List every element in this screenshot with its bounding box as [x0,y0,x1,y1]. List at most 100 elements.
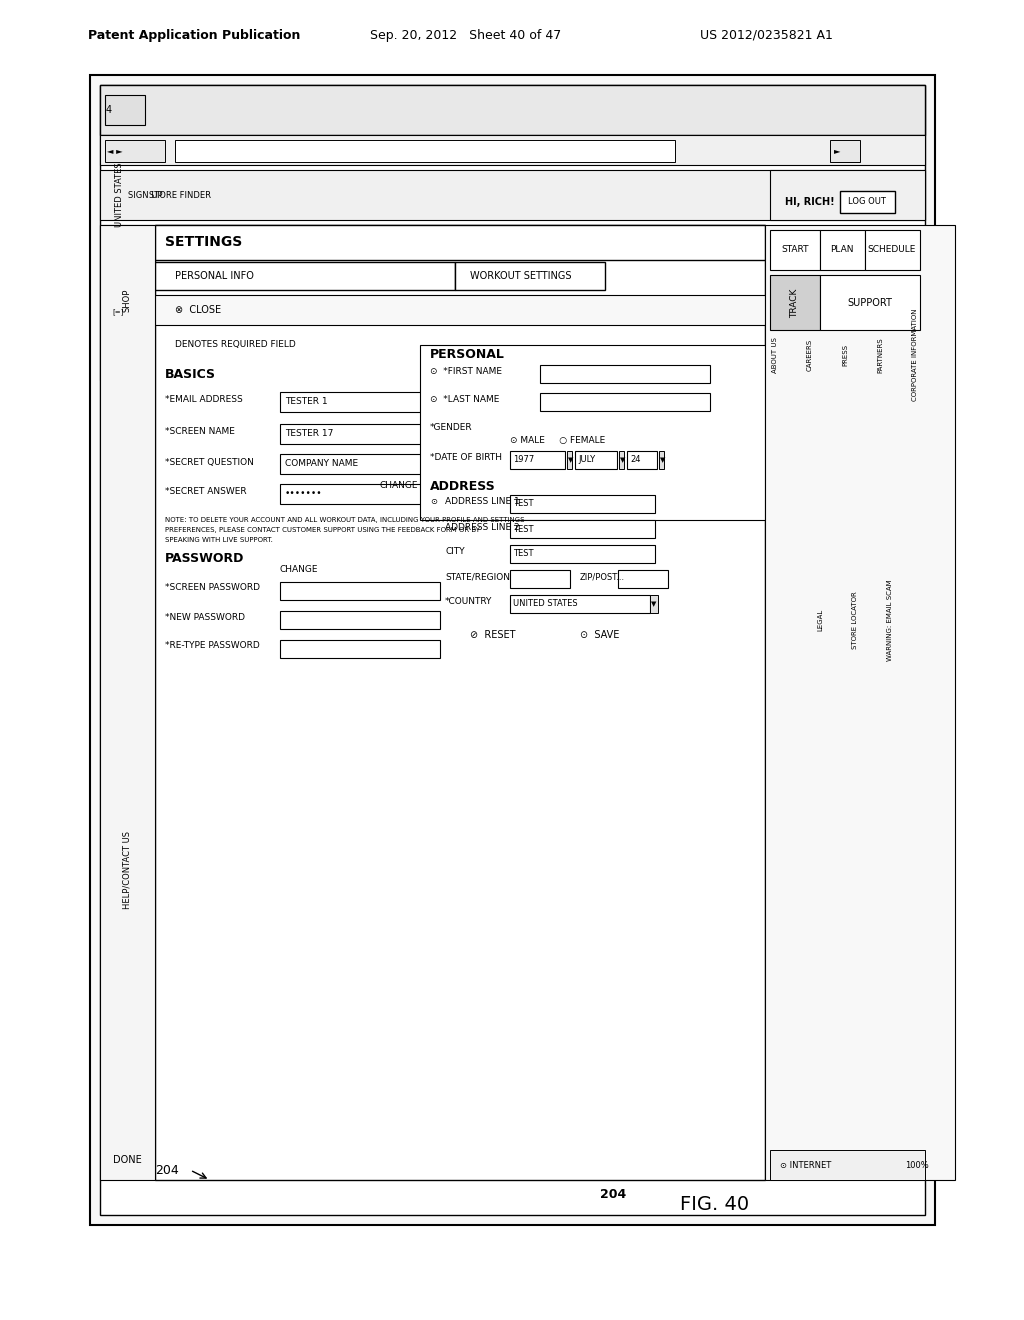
Text: *DATE OF BIRTH: *DATE OF BIRTH [430,453,502,462]
Text: CITY: CITY [445,548,465,557]
Bar [155,224,765,1180]
Text: SCHEDULE: SCHEDULE [867,246,916,255]
Text: ⊙  SAVE: ⊙ SAVE [580,630,620,640]
Text: ⊙ INTERNET: ⊙ INTERNET [780,1160,831,1170]
Text: ⊙  *FIRST NAME: ⊙ *FIRST NAME [430,367,502,376]
Bar [567,451,572,469]
Text: LOG OUT: LOG OUT [848,198,886,206]
Text: 24: 24 [630,455,640,465]
Bar [420,345,765,520]
Text: ▼: ▼ [660,457,666,463]
Bar [510,520,655,539]
Text: ⊙ MALE     ○ FEMALE: ⊙ MALE ○ FEMALE [510,436,605,445]
Bar [455,261,605,290]
Text: PLAN: PLAN [830,246,854,255]
Text: PARTNERS: PARTNERS [877,337,883,372]
Bar [770,170,925,220]
Bar [100,135,925,165]
Text: US 2012/0235821 A1: US 2012/0235821 A1 [700,29,833,41]
Bar [830,140,860,162]
Text: LEGAL: LEGAL [817,609,823,631]
Bar [770,1150,925,1180]
Text: SUPPORT: SUPPORT [848,298,893,308]
Text: •••••••: ••••••• [285,490,323,499]
Text: PASSWORD: PASSWORD [165,552,245,565]
Text: NOTE: TO DELETE YOUR ACCOUNT AND ALL WORKOUT DATA, INCLUDING YOUR PROFILE AND SE: NOTE: TO DELETE YOUR ACCOUNT AND ALL WOR… [165,517,524,523]
Bar [280,611,440,630]
Bar [820,230,865,271]
Bar [618,570,668,587]
Text: ZIP/POST...: ZIP/POST... [580,573,625,582]
Text: CHANGE: CHANGE [380,480,419,490]
Bar [865,230,920,271]
Text: *NEW PASSWORD: *NEW PASSWORD [165,612,245,622]
Text: CAREERS: CAREERS [807,339,813,371]
Bar [280,640,440,657]
Text: 204: 204 [155,1163,179,1176]
Text: ADDRESS LINE 2: ADDRESS LINE 2 [445,523,519,532]
Bar [280,454,480,474]
Text: SIGN UP: SIGN UP [128,190,162,199]
Text: WORKOUT SETTINGS: WORKOUT SETTINGS [470,271,571,281]
Text: ABOUT US: ABOUT US [772,337,778,374]
Text: TEST: TEST [513,549,534,558]
Text: *GENDER: *GENDER [430,422,473,432]
Text: ⊙  *LAST NAME: ⊙ *LAST NAME [430,396,500,404]
Text: STATE/REGION: STATE/REGION [445,573,510,582]
Text: UNITED STATES: UNITED STATES [513,599,578,609]
Text: ▼: ▼ [568,457,573,463]
Bar [100,84,925,135]
Bar [105,95,145,125]
Bar [155,261,455,290]
Bar [575,451,617,469]
Bar [840,191,895,213]
Text: COMPANY NAME: COMPANY NAME [285,459,358,469]
Text: SPEAKING WITH LIVE SUPPORT.: SPEAKING WITH LIVE SUPPORT. [165,537,272,543]
Bar [510,451,565,469]
Text: ⊗  CLOSE: ⊗ CLOSE [175,305,221,315]
Text: CHANGE: CHANGE [280,565,318,574]
Bar [155,294,765,325]
Bar [108,304,128,319]
Bar [765,224,955,1180]
Text: Patent Application Publication: Patent Application Publication [88,29,300,41]
Text: 204: 204 [600,1188,627,1201]
Bar [510,570,570,587]
Text: UNITED STATES: UNITED STATES [116,162,125,227]
Text: *RE-TYPE PASSWORD: *RE-TYPE PASSWORD [165,642,260,651]
Text: ADDRESS: ADDRESS [430,480,496,494]
Bar [175,140,675,162]
Text: Sep. 20, 2012   Sheet 40 of 47: Sep. 20, 2012 Sheet 40 of 47 [370,29,561,41]
Text: START: START [781,246,809,255]
Bar [100,224,155,380]
Bar [100,170,925,220]
Text: PREFERENCES, PLEASE CONTACT CUSTOMER SUPPORT USING THE FEEDBACK FORM OR BY: PREFERENCES, PLEASE CONTACT CUSTOMER SUP… [165,527,480,533]
Text: TESTER 17: TESTER 17 [285,429,334,438]
Text: SETTINGS: SETTINGS [165,235,243,249]
Text: WARNING: EMAIL SCAM: WARNING: EMAIL SCAM [887,579,893,661]
Bar [280,392,480,412]
Text: ⊘  RESET: ⊘ RESET [470,630,515,640]
Text: DONE: DONE [113,1155,141,1166]
Text: STORE FINDER: STORE FINDER [150,190,211,199]
Text: ◄ ►: ◄ ► [106,147,123,156]
Text: ►: ► [834,147,841,156]
Text: *SECRET QUESTION: *SECRET QUESTION [165,458,254,466]
Text: ADDRESS LINE 1: ADDRESS LINE 1 [445,498,520,507]
Bar [540,393,710,411]
Bar [510,495,655,513]
Bar [659,451,664,469]
Text: ▼: ▼ [620,457,626,463]
Bar [280,424,480,444]
Bar [510,545,655,564]
Text: [=]: [=] [113,309,124,315]
Text: TEST: TEST [513,499,534,508]
Text: PERSONAL INFO: PERSONAL INFO [175,271,254,281]
Text: FIG. 40: FIG. 40 [680,1196,750,1214]
Text: HELP/CONTACT US: HELP/CONTACT US [123,832,131,909]
Text: *SECRET ANSWER: *SECRET ANSWER [165,487,247,496]
Bar [105,140,165,162]
Text: TESTER 1: TESTER 1 [285,397,328,407]
Text: ⊙: ⊙ [430,498,437,507]
Text: 4: 4 [106,106,112,115]
